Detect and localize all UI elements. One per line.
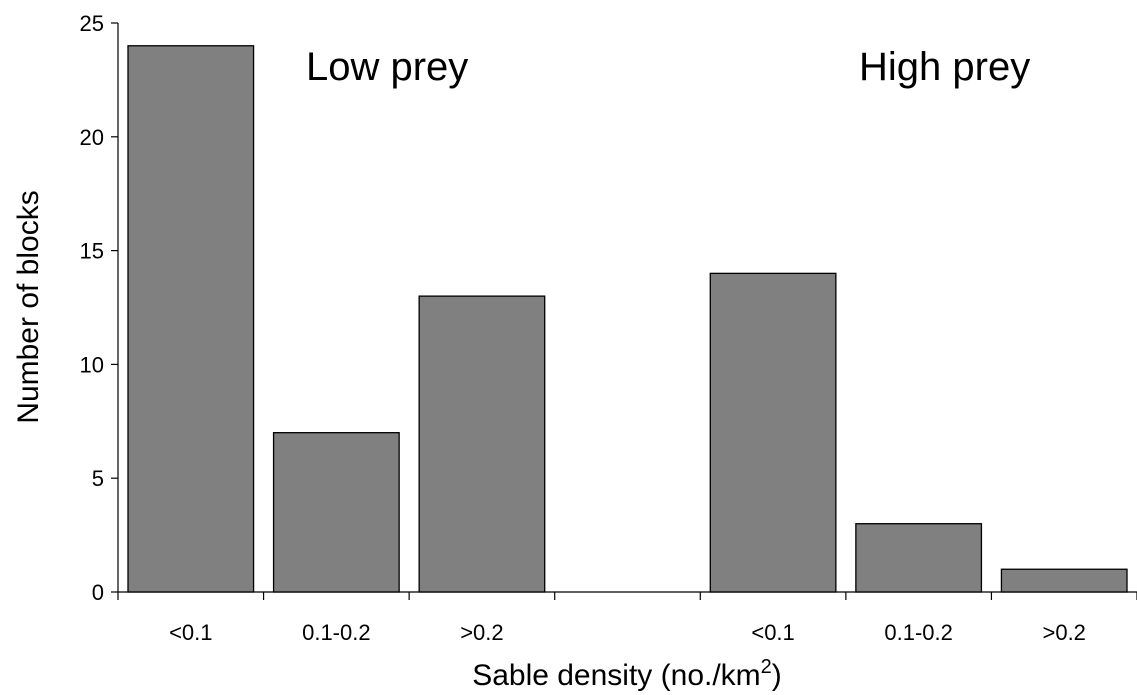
y-tick-label: 0	[92, 580, 104, 605]
x-tick-label: 0.1-0.2	[884, 620, 953, 645]
x-axis-label-superscript: 2	[761, 656, 772, 678]
group-label-low-prey: Low prey	[306, 45, 468, 89]
bar	[272, 432, 400, 593]
x-tick-label: >0.2	[1042, 620, 1085, 645]
bar	[127, 45, 255, 593]
x-tick-labels: <0.1 0.1-0.2 >0.2 <0.1 0.1-0.2 >0.2	[169, 620, 1086, 645]
y-tick-label: 15	[80, 239, 104, 264]
y-tick-label: 20	[80, 125, 104, 150]
x-axis-label: Sable density (no./km2)	[472, 656, 782, 692]
x-tick-label: 0.1-0.2	[302, 620, 371, 645]
bar	[855, 523, 983, 593]
y-tick-label: 25	[80, 11, 104, 36]
y-axis-label: Number of blocks	[12, 190, 45, 423]
group-label-high-prey: High prey	[859, 45, 1030, 89]
x-axis-label-main: Sable density (no./km	[472, 659, 760, 692]
bars	[127, 45, 1128, 593]
x-tick-label: <0.1	[751, 620, 794, 645]
x-ticks	[117, 592, 1137, 600]
x-axis-label-close: )	[772, 659, 782, 692]
x-tick-label: <0.1	[169, 620, 212, 645]
y-tick-label: 5	[92, 466, 104, 491]
y-ticks: 0 5 10 15 20 25	[80, 11, 118, 605]
y-tick-label: 10	[80, 352, 104, 377]
bar	[709, 272, 837, 593]
bar	[418, 295, 546, 593]
bar	[1000, 568, 1128, 593]
x-tick-label: >0.2	[460, 620, 503, 645]
